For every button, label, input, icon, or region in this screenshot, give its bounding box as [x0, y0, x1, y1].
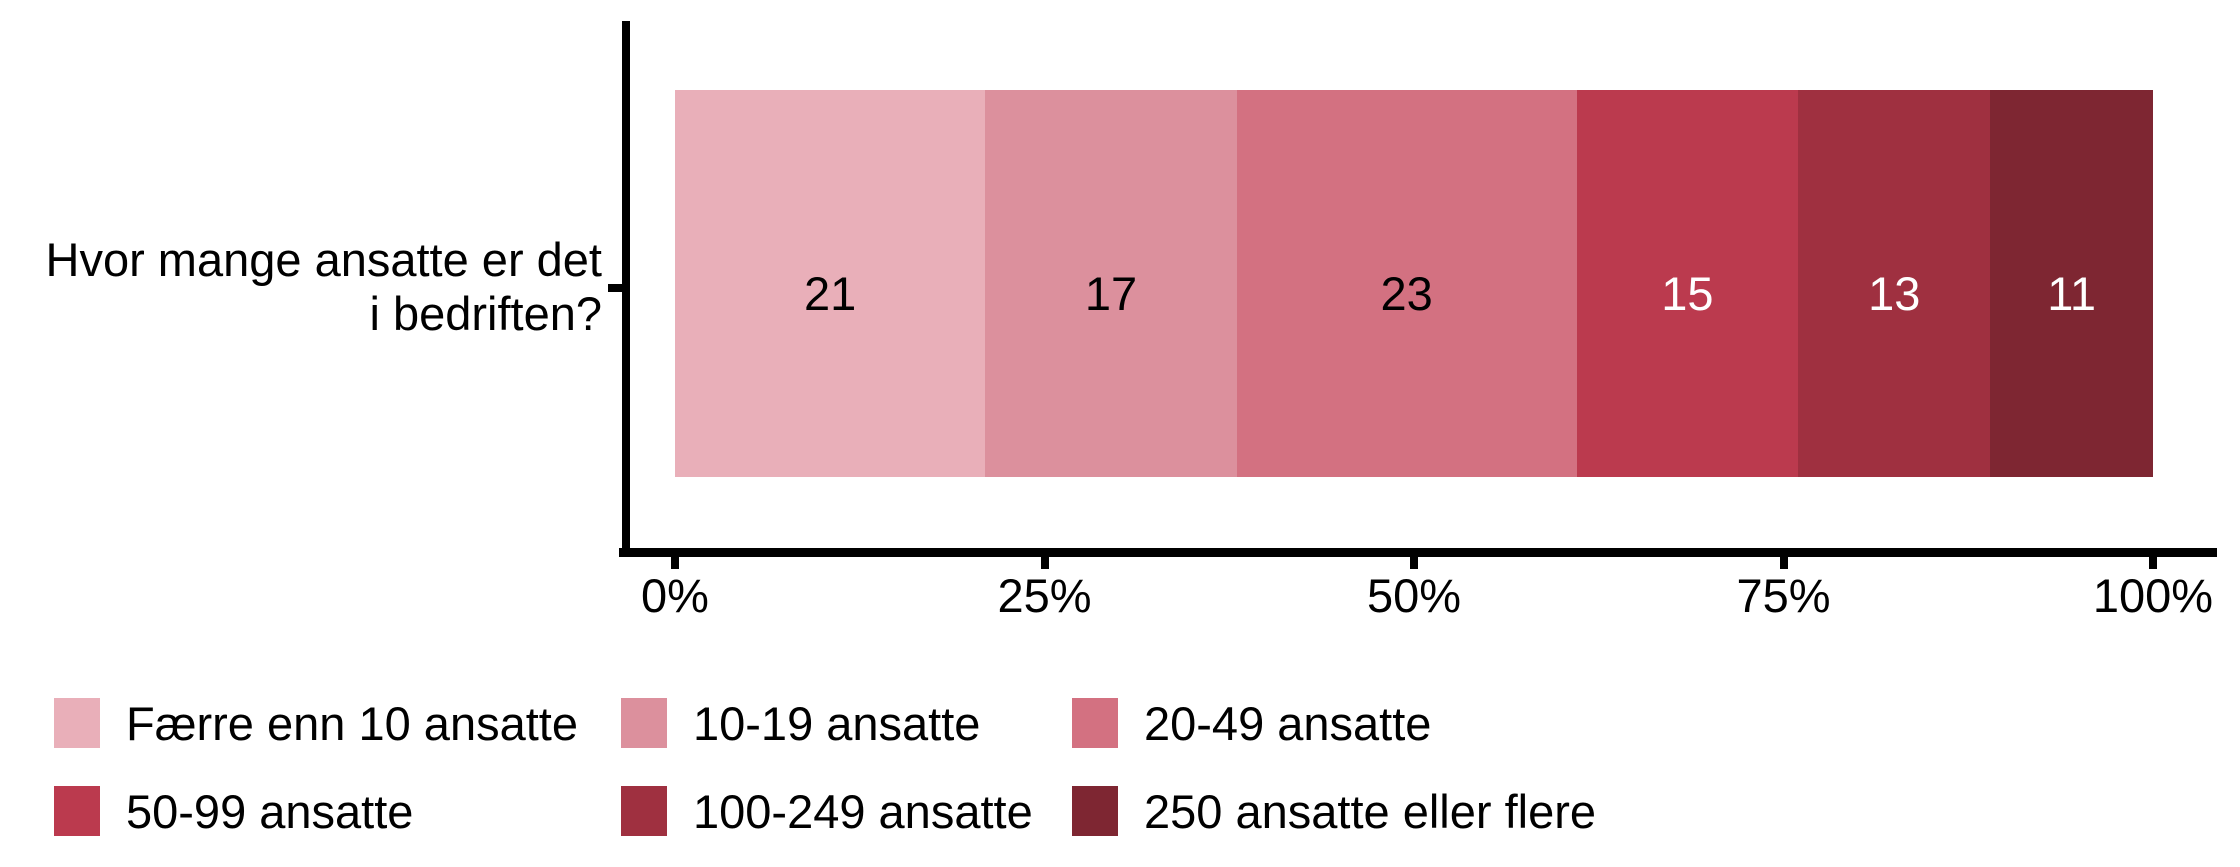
legend-label: 100-249 ansatte — [693, 784, 1033, 838]
legend-label: Færre enn 10 ansatte — [126, 696, 578, 750]
segment-value-label: 21 — [804, 267, 857, 320]
bar-segment-5: 13 — [1798, 90, 1991, 477]
x-axis-tick-label: 0% — [641, 569, 709, 622]
legend-item: 250 ansatte eller flere — [1072, 784, 1597, 838]
legend-item: 100-249 ansatte — [621, 784, 1033, 838]
x-axis-tick-label: 25% — [997, 569, 1092, 622]
x-axis-tick — [1040, 548, 1049, 569]
bar-segment-6: 11 — [1990, 90, 2153, 477]
bar-segment-4: 15 — [1576, 90, 1799, 477]
segment-value-label: 13 — [1868, 267, 1921, 320]
x-axis-tick-label: 50% — [1366, 569, 1462, 622]
x-axis-line — [619, 548, 2217, 557]
x-axis-tick — [1779, 548, 1788, 569]
y-axis-line — [622, 21, 630, 557]
legend-key-swatch — [621, 698, 667, 748]
legend-key-swatch — [1072, 698, 1118, 748]
x-axis-tick-label: 75% — [1736, 569, 1831, 622]
segment-value-label: 11 — [2047, 267, 2097, 320]
legend-item: 10-19 ansatte — [621, 696, 981, 750]
y-axis-label: Hvor mange ansatte er det i bedriften? — [46, 233, 602, 341]
segment-value-label: 17 — [1084, 267, 1138, 320]
bar-segment-1: 21 — [675, 90, 986, 477]
legend-key-swatch — [54, 698, 100, 748]
y-axis-label-line-1: Hvor mange ansatte er det — [45, 233, 602, 286]
bar-segment-2: 17 — [985, 90, 1237, 477]
bar-segment-3: 23 — [1236, 90, 1577, 477]
y-axis-tick — [608, 284, 622, 292]
x-axis-tick-label: 100% — [2092, 569, 2214, 622]
legend-label: 250 ansatte eller flere — [1144, 784, 1597, 838]
legend-item: 50-99 ansatte — [54, 784, 414, 838]
x-axis-tick — [1410, 548, 1418, 569]
legend-label: 50-99 ansatte — [126, 784, 414, 838]
legend-key-swatch — [54, 786, 100, 836]
legend-key-swatch — [621, 786, 667, 836]
segment-value-label: 23 — [1380, 267, 1433, 320]
y-axis-label-line-2: i bedriften? — [369, 287, 602, 340]
legend-label: 10-19 ansatte — [693, 696, 981, 750]
segment-value-label: 15 — [1661, 267, 1714, 320]
stacked-bar: 21 17 23 15 13 11 — [675, 90, 2153, 477]
x-axis-tick — [671, 548, 679, 569]
legend-item: 20-49 ansatte — [1072, 696, 1432, 750]
legend-label: 20-49 ansatte — [1144, 696, 1432, 750]
legend-key-swatch — [1072, 786, 1118, 836]
legend-item: Færre enn 10 ansatte — [54, 696, 578, 750]
x-axis-tick — [2149, 548, 2157, 569]
